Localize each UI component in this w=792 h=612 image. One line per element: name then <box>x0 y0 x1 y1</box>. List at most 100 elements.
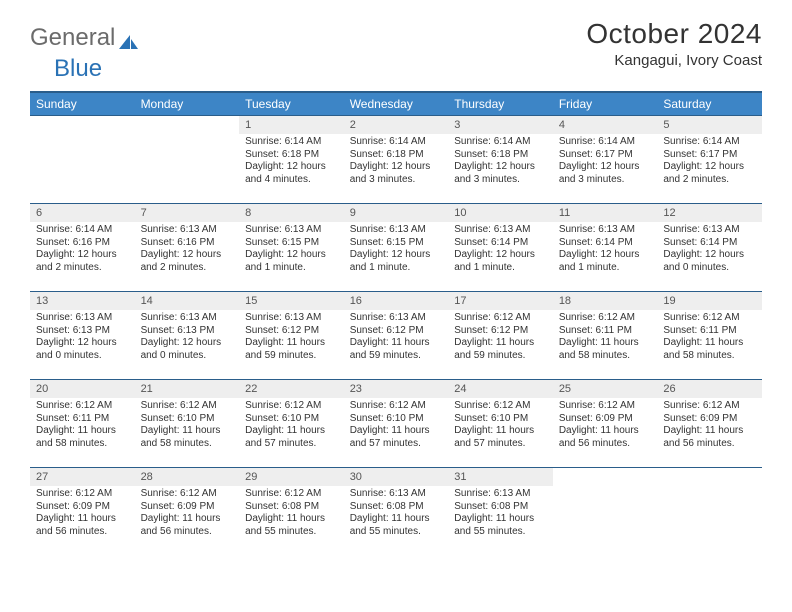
day-line: Sunrise: 6:12 AM <box>350 400 443 413</box>
calendar-day-cell: 7Sunrise: 6:13 AMSunset: 6:16 PMDaylight… <box>135 204 240 292</box>
day-number: 2 <box>344 116 449 134</box>
day-line: Sunrise: 6:12 AM <box>454 312 547 325</box>
day-line: Daylight: 11 hours <box>245 513 338 526</box>
day-line: Daylight: 12 hours <box>36 249 129 262</box>
calendar-day-cell: 25Sunrise: 6:12 AMSunset: 6:09 PMDayligh… <box>553 380 658 468</box>
calendar-day-cell: 16Sunrise: 6:13 AMSunset: 6:12 PMDayligh… <box>344 292 449 380</box>
day-line: Sunset: 6:18 PM <box>350 149 443 162</box>
day-line: Daylight: 11 hours <box>350 513 443 526</box>
day-line: Daylight: 11 hours <box>559 425 652 438</box>
day-line: Sunrise: 6:12 AM <box>454 400 547 413</box>
day-line: and 0 minutes. <box>36 350 129 363</box>
day-line: and 59 minutes. <box>245 350 338 363</box>
location: Kangagui, Ivory Coast <box>586 52 762 69</box>
day-line: Sunrise: 6:13 AM <box>245 224 338 237</box>
day-line: and 56 minutes. <box>36 526 129 539</box>
day-number: 31 <box>448 468 553 486</box>
day-line: and 58 minutes. <box>663 350 756 363</box>
day-line: and 1 minute. <box>454 262 547 275</box>
day-number: 25 <box>553 380 658 398</box>
day-number: 4 <box>553 116 658 134</box>
calendar-day-cell: 12Sunrise: 6:13 AMSunset: 6:14 PMDayligh… <box>657 204 762 292</box>
day-line: Daylight: 12 hours <box>245 249 338 262</box>
day-line: Daylight: 11 hours <box>245 337 338 350</box>
calendar-day-cell: 3Sunrise: 6:14 AMSunset: 6:18 PMDaylight… <box>448 116 553 204</box>
day-content: Sunrise: 6:12 AMSunset: 6:10 PMDaylight:… <box>239 398 344 454</box>
weekday-header: Sunday <box>30 92 135 116</box>
day-content: Sunrise: 6:13 AMSunset: 6:16 PMDaylight:… <box>135 222 240 278</box>
day-content: Sunrise: 6:12 AMSunset: 6:09 PMDaylight:… <box>30 486 135 542</box>
calendar-day-cell: 4Sunrise: 6:14 AMSunset: 6:17 PMDaylight… <box>553 116 658 204</box>
calendar-day-cell: 6Sunrise: 6:14 AMSunset: 6:16 PMDaylight… <box>30 204 135 292</box>
day-line: Sunrise: 6:14 AM <box>663 136 756 149</box>
day-line: Sunset: 6:13 PM <box>36 325 129 338</box>
calendar-day-cell: 30Sunrise: 6:13 AMSunset: 6:08 PMDayligh… <box>344 468 449 556</box>
day-content: Sunrise: 6:12 AMSunset: 6:09 PMDaylight:… <box>657 398 762 454</box>
day-line: and 57 minutes. <box>454 438 547 451</box>
calendar-day-cell: 29Sunrise: 6:12 AMSunset: 6:08 PMDayligh… <box>239 468 344 556</box>
day-content: Sunrise: 6:12 AMSunset: 6:11 PMDaylight:… <box>657 310 762 366</box>
day-number: 28 <box>135 468 240 486</box>
day-line: Sunrise: 6:13 AM <box>350 224 443 237</box>
day-number: 3 <box>448 116 553 134</box>
day-line: Sunrise: 6:14 AM <box>350 136 443 149</box>
day-line: and 2 minutes. <box>36 262 129 275</box>
day-content: Sunrise: 6:14 AMSunset: 6:16 PMDaylight:… <box>30 222 135 278</box>
calendar-day-cell: 26Sunrise: 6:12 AMSunset: 6:09 PMDayligh… <box>657 380 762 468</box>
day-line: Sunrise: 6:12 AM <box>141 400 234 413</box>
day-line: and 1 minute. <box>350 262 443 275</box>
day-line: Sunrise: 6:14 AM <box>454 136 547 149</box>
day-line: and 59 minutes. <box>350 350 443 363</box>
weekday-header: Saturday <box>657 92 762 116</box>
calendar-day-cell: 10Sunrise: 6:13 AMSunset: 6:14 PMDayligh… <box>448 204 553 292</box>
day-line: and 4 minutes. <box>245 174 338 187</box>
day-line: Sunrise: 6:13 AM <box>454 224 547 237</box>
day-line: Sunset: 6:12 PM <box>454 325 547 338</box>
day-content: Sunrise: 6:14 AMSunset: 6:17 PMDaylight:… <box>553 134 658 190</box>
calendar-day-cell: 15Sunrise: 6:13 AMSunset: 6:12 PMDayligh… <box>239 292 344 380</box>
day-number: 30 <box>344 468 449 486</box>
calendar-day-cell: 9Sunrise: 6:13 AMSunset: 6:15 PMDaylight… <box>344 204 449 292</box>
calendar-day-cell <box>657 468 762 556</box>
calendar-day-cell: 8Sunrise: 6:13 AMSunset: 6:15 PMDaylight… <box>239 204 344 292</box>
day-line: and 3 minutes. <box>350 174 443 187</box>
day-content: Sunrise: 6:13 AMSunset: 6:15 PMDaylight:… <box>239 222 344 278</box>
day-number: 29 <box>239 468 344 486</box>
logo: General <box>30 18 141 52</box>
day-line: Sunset: 6:10 PM <box>245 413 338 426</box>
day-line: Sunrise: 6:13 AM <box>141 312 234 325</box>
calendar-day-cell: 1Sunrise: 6:14 AMSunset: 6:18 PMDaylight… <box>239 116 344 204</box>
calendar-day-cell: 11Sunrise: 6:13 AMSunset: 6:14 PMDayligh… <box>553 204 658 292</box>
month-title: October 2024 <box>586 18 762 50</box>
day-number: 26 <box>657 380 762 398</box>
day-line: Sunrise: 6:12 AM <box>245 400 338 413</box>
day-line: and 1 minute. <box>559 262 652 275</box>
day-line: and 58 minutes. <box>559 350 652 363</box>
day-line: Daylight: 11 hours <box>454 337 547 350</box>
calendar-day-cell <box>135 116 240 204</box>
weekday-header: Friday <box>553 92 658 116</box>
day-content: Sunrise: 6:13 AMSunset: 6:08 PMDaylight:… <box>448 486 553 542</box>
calendar-week-row: 27Sunrise: 6:12 AMSunset: 6:09 PMDayligh… <box>30 468 762 556</box>
day-line: Sunset: 6:17 PM <box>559 149 652 162</box>
day-line: Daylight: 11 hours <box>454 513 547 526</box>
day-line: and 3 minutes. <box>454 174 547 187</box>
title-block: October 2024 Kangagui, Ivory Coast <box>586 18 762 69</box>
logo-word1: General <box>30 24 115 52</box>
day-line: Daylight: 11 hours <box>36 425 129 438</box>
day-line: Daylight: 11 hours <box>350 425 443 438</box>
day-line: Sunrise: 6:13 AM <box>36 312 129 325</box>
day-line: and 55 minutes. <box>245 526 338 539</box>
day-content: Sunrise: 6:13 AMSunset: 6:12 PMDaylight:… <box>344 310 449 366</box>
calendar-day-cell: 24Sunrise: 6:12 AMSunset: 6:10 PMDayligh… <box>448 380 553 468</box>
calendar-day-cell: 20Sunrise: 6:12 AMSunset: 6:11 PMDayligh… <box>30 380 135 468</box>
day-number: 16 <box>344 292 449 310</box>
day-number: 21 <box>135 380 240 398</box>
day-content: Sunrise: 6:12 AMSunset: 6:08 PMDaylight:… <box>239 486 344 542</box>
day-content: Sunrise: 6:12 AMSunset: 6:12 PMDaylight:… <box>448 310 553 366</box>
day-line: Sunset: 6:12 PM <box>350 325 443 338</box>
logo-sail-icon <box>119 30 139 46</box>
day-number: 8 <box>239 204 344 222</box>
day-line: Sunset: 6:14 PM <box>559 237 652 250</box>
day-content: Sunrise: 6:13 AMSunset: 6:14 PMDaylight:… <box>553 222 658 278</box>
